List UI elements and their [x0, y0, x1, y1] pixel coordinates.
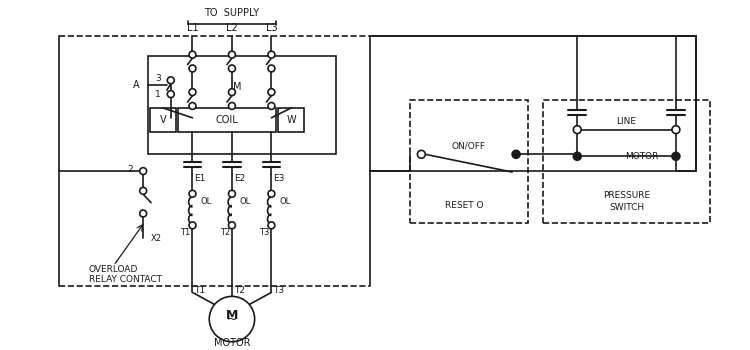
Text: E3: E3 [274, 174, 285, 183]
Circle shape [229, 65, 236, 72]
Circle shape [268, 65, 274, 72]
Circle shape [268, 222, 274, 229]
Text: T2: T2 [234, 286, 245, 295]
Circle shape [573, 126, 581, 134]
Circle shape [167, 91, 174, 98]
Bar [150, 108, 176, 132]
Text: T1: T1 [194, 286, 206, 295]
Text: V: V [160, 115, 166, 125]
Text: 3: 3 [155, 74, 161, 83]
Text: L3: L3 [266, 23, 278, 33]
Circle shape [189, 89, 196, 96]
Text: E2: E2 [234, 174, 245, 183]
Text: X2: X2 [151, 234, 162, 243]
Text: SWITCH: SWITCH [609, 203, 644, 212]
Circle shape [268, 51, 274, 58]
Text: 1: 1 [155, 90, 161, 99]
Text: MOTOR: MOTOR [214, 338, 250, 348]
Circle shape [229, 89, 236, 96]
Text: RESET O: RESET O [445, 201, 483, 210]
Circle shape [229, 103, 236, 110]
Circle shape [167, 77, 174, 84]
Text: T3: T3 [274, 286, 284, 295]
Circle shape [672, 152, 680, 160]
Circle shape [209, 296, 255, 342]
Text: LINE: LINE [616, 117, 637, 126]
Text: T2: T2 [220, 228, 230, 237]
Circle shape [573, 152, 581, 160]
Circle shape [672, 126, 680, 134]
Text: RELAY CONTACT: RELAY CONTACT [89, 275, 162, 284]
Circle shape [189, 103, 196, 110]
Circle shape [268, 190, 274, 197]
Text: T1: T1 [180, 228, 190, 237]
Text: E1: E1 [194, 174, 206, 183]
Text: OL: OL [279, 197, 290, 206]
Text: ~: ~ [226, 313, 237, 326]
Text: MOTOR: MOTOR [625, 152, 658, 161]
Circle shape [140, 187, 146, 194]
Circle shape [229, 190, 236, 197]
Text: TO  SUPPLY: TO SUPPLY [205, 8, 260, 18]
Circle shape [229, 222, 236, 229]
Circle shape [189, 190, 196, 197]
Circle shape [229, 51, 236, 58]
Text: A: A [133, 80, 140, 90]
Bar [543, 100, 710, 223]
Circle shape [140, 168, 146, 175]
Text: T3: T3 [259, 228, 269, 237]
Circle shape [512, 150, 520, 158]
Circle shape [268, 89, 274, 96]
Text: 2: 2 [128, 164, 134, 174]
Circle shape [189, 65, 196, 72]
Text: COIL: COIL [216, 115, 238, 125]
Bar [278, 108, 304, 132]
Circle shape [189, 51, 196, 58]
Circle shape [268, 103, 274, 110]
Bar [148, 56, 335, 154]
Text: L1: L1 [187, 23, 198, 33]
Text: M: M [226, 309, 238, 322]
Bar [410, 100, 528, 223]
Text: OL: OL [240, 197, 251, 206]
Text: W: W [286, 115, 296, 125]
Circle shape [189, 222, 196, 229]
Text: L2: L2 [226, 23, 238, 33]
Bar [178, 108, 276, 132]
Text: PRESSURE: PRESSURE [603, 191, 650, 200]
Text: OVERLOAD: OVERLOAD [89, 265, 138, 274]
Text: OL: OL [200, 197, 211, 206]
Circle shape [418, 150, 425, 158]
Circle shape [140, 210, 146, 217]
Text: M: M [232, 82, 242, 92]
Text: ON/OFF: ON/OFF [452, 142, 486, 151]
